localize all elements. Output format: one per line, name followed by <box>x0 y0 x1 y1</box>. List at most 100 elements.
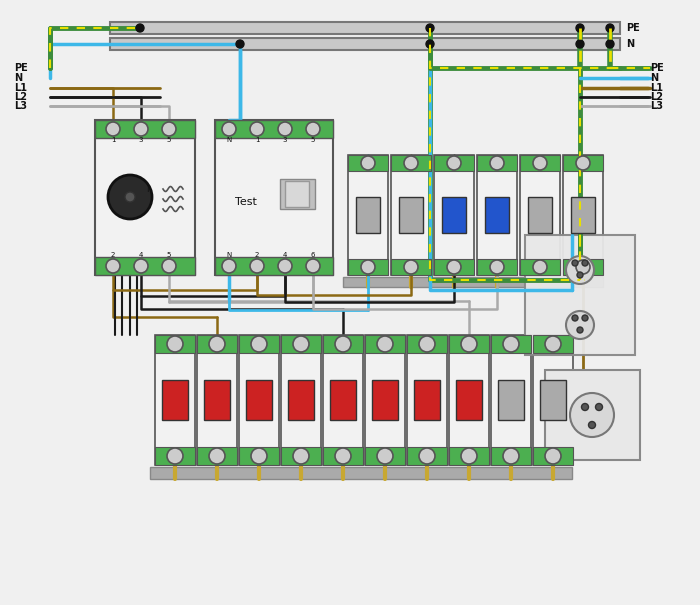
Text: L1: L1 <box>14 83 27 93</box>
Bar <box>520 259 560 275</box>
Circle shape <box>582 260 588 266</box>
Bar <box>343 277 603 287</box>
Text: 6: 6 <box>311 252 315 258</box>
Circle shape <box>566 311 594 339</box>
Circle shape <box>167 448 183 464</box>
Circle shape <box>251 448 267 464</box>
Bar <box>391 155 431 275</box>
Bar <box>155 335 195 465</box>
Circle shape <box>461 336 477 352</box>
Text: PE: PE <box>14 63 28 73</box>
Bar <box>399 197 423 233</box>
Bar <box>155 447 195 465</box>
Text: 4: 4 <box>139 252 143 258</box>
Bar <box>520 155 560 171</box>
Circle shape <box>162 259 176 273</box>
Bar <box>239 335 279 465</box>
Bar <box>150 467 572 479</box>
Bar <box>491 447 531 465</box>
Circle shape <box>582 404 589 411</box>
Text: N: N <box>226 252 232 258</box>
Circle shape <box>250 122 264 136</box>
Text: 1: 1 <box>111 137 116 143</box>
Bar <box>434 155 474 275</box>
Bar <box>528 197 552 233</box>
Text: I: I <box>146 185 148 194</box>
Text: PE: PE <box>650 63 664 73</box>
Bar <box>348 155 388 171</box>
Circle shape <box>503 336 519 352</box>
Circle shape <box>106 259 120 273</box>
Bar <box>449 335 489 353</box>
Bar <box>246 380 272 420</box>
Circle shape <box>108 175 152 219</box>
Text: 5: 5 <box>167 252 172 258</box>
Circle shape <box>596 404 603 411</box>
Bar <box>477 259 517 275</box>
Bar <box>197 335 237 465</box>
Text: 3: 3 <box>139 137 143 143</box>
Circle shape <box>377 448 393 464</box>
Circle shape <box>136 24 144 32</box>
Circle shape <box>447 156 461 170</box>
Circle shape <box>576 40 584 48</box>
Bar <box>280 179 315 209</box>
Circle shape <box>125 192 135 202</box>
Bar <box>356 197 380 233</box>
Bar <box>348 259 388 275</box>
Circle shape <box>577 272 583 278</box>
Bar <box>520 155 560 275</box>
Bar <box>434 155 474 171</box>
Circle shape <box>335 336 351 352</box>
Bar <box>110 22 620 34</box>
Circle shape <box>606 24 614 32</box>
Circle shape <box>251 336 267 352</box>
Bar <box>197 335 237 353</box>
Circle shape <box>106 122 120 136</box>
Bar <box>485 197 509 233</box>
Circle shape <box>533 260 547 274</box>
Text: 2: 2 <box>255 252 259 258</box>
Bar <box>285 181 309 207</box>
Circle shape <box>293 448 309 464</box>
Text: N: N <box>626 39 634 49</box>
Bar <box>288 380 314 420</box>
Circle shape <box>209 336 225 352</box>
Text: Test: Test <box>235 197 257 207</box>
Bar <box>533 447 573 465</box>
Circle shape <box>361 260 375 274</box>
Text: 3: 3 <box>283 137 287 143</box>
Circle shape <box>570 393 614 437</box>
Bar <box>281 447 321 465</box>
Circle shape <box>306 122 320 136</box>
Bar <box>365 335 405 353</box>
Circle shape <box>278 259 292 273</box>
Text: 5: 5 <box>311 137 315 143</box>
Bar <box>545 370 640 460</box>
Bar <box>239 335 279 353</box>
Circle shape <box>167 336 183 352</box>
Circle shape <box>576 24 584 32</box>
Circle shape <box>278 122 292 136</box>
Bar <box>95 257 195 275</box>
Bar <box>215 257 333 275</box>
Bar <box>407 335 447 353</box>
Bar <box>323 335 363 353</box>
Circle shape <box>404 156 418 170</box>
Circle shape <box>572 315 578 321</box>
Bar <box>215 120 333 138</box>
Text: 5: 5 <box>167 137 172 143</box>
Text: L2: L2 <box>14 92 27 102</box>
Bar <box>407 335 447 465</box>
Circle shape <box>426 40 434 48</box>
Circle shape <box>582 315 588 321</box>
Text: 4: 4 <box>283 252 287 258</box>
Bar <box>197 447 237 465</box>
Bar <box>330 380 356 420</box>
Bar <box>155 335 195 353</box>
Bar <box>525 235 635 355</box>
Circle shape <box>361 156 375 170</box>
Circle shape <box>589 422 596 428</box>
Circle shape <box>404 260 418 274</box>
Bar <box>533 335 573 465</box>
